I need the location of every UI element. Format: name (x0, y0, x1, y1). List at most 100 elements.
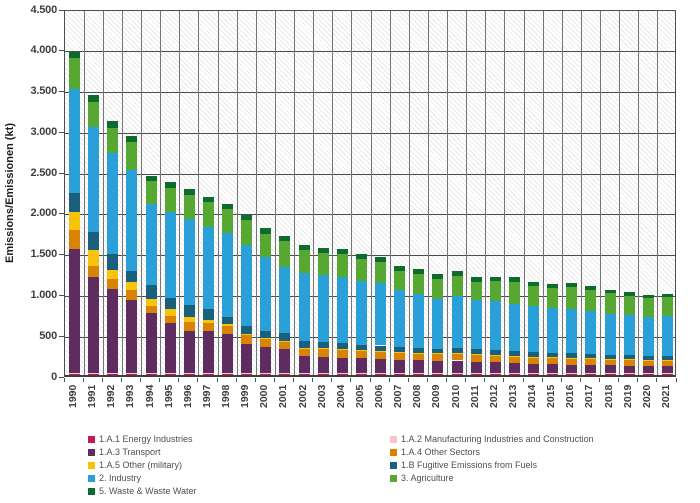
bar-segment (413, 352, 425, 361)
bar-segment (566, 357, 578, 365)
bar-segment (69, 372, 81, 374)
bar-segment (623, 315, 635, 356)
bar-segment (222, 334, 234, 373)
bar-segment (547, 373, 559, 375)
bar-segment (432, 298, 444, 349)
bar-segment (355, 350, 367, 359)
bar-segment (88, 265, 100, 278)
bar-segment (183, 330, 195, 373)
gridline-h (65, 51, 675, 53)
gridline-v (141, 11, 142, 375)
bar-segment (107, 121, 119, 128)
bar-segment (394, 359, 406, 373)
bar-segment (355, 373, 367, 375)
x-tick-mark (503, 378, 505, 382)
y-axis-title: Emissions/Emissionen (kt) (4, 123, 16, 264)
bar-segment (241, 215, 253, 221)
bar-segment (222, 373, 234, 375)
gridline-v (102, 11, 104, 375)
bar-segment (69, 212, 81, 231)
bar-segment (489, 349, 501, 355)
x-tick-mark (140, 378, 141, 382)
bar-segment (451, 352, 463, 361)
x-tick-mark (541, 378, 543, 382)
bar-segment (88, 95, 100, 102)
bar-segment (432, 373, 444, 375)
bar-segment (547, 373, 559, 374)
bar-segment (145, 306, 157, 313)
bar-segment (336, 349, 348, 358)
x-tick-label: 2005 (353, 384, 366, 408)
gridline-v (542, 11, 544, 375)
bar-segment (489, 280, 501, 301)
bar-segment (241, 372, 253, 374)
gridline-v (408, 11, 410, 375)
gridline-v (83, 11, 85, 375)
bar-segment (298, 373, 310, 375)
bar-segment (355, 372, 367, 374)
gridline-v (657, 11, 659, 375)
x-tick-mark (656, 378, 658, 382)
bar-segment (202, 196, 214, 202)
bar-segment (375, 372, 387, 374)
x-tick-label: 2003 (315, 384, 328, 408)
plot-area (64, 10, 676, 377)
legend-label: 1.A.4 Other Sectors (401, 447, 481, 457)
bar-segment (279, 349, 291, 373)
bar-segment (623, 292, 635, 296)
bar-segment (623, 355, 635, 360)
bar-segment (279, 267, 291, 334)
x-tick-mark (312, 378, 314, 382)
bar-segment (126, 282, 138, 290)
bar-segment (317, 356, 329, 373)
x-tick-label: 1993 (124, 384, 137, 408)
bar-segment (604, 358, 616, 366)
legend-swatch (88, 488, 95, 495)
bar-segment (279, 235, 291, 242)
bar-segment (451, 360, 463, 373)
gridline-h (65, 255, 675, 257)
x-tick-mark (235, 378, 237, 382)
bar-segment (508, 373, 520, 375)
bar-segment (126, 142, 138, 170)
x-tick-label: 2011 (468, 385, 481, 408)
x-tick-mark (216, 378, 218, 382)
x-tick-mark (178, 378, 180, 382)
bar-segment (317, 248, 329, 254)
legend-item: 5. Waste & Waste Water (88, 485, 197, 498)
bar-segment (528, 352, 540, 357)
bar-segment (355, 253, 367, 260)
bar-segment (241, 220, 253, 246)
bar-segment (623, 373, 635, 374)
legend-item: 1.A.1 Energy Industries (88, 433, 197, 446)
bar-segment (145, 181, 157, 204)
gridline-v (485, 11, 487, 375)
x-tick-mark (579, 378, 581, 382)
legend-column-right: 1.A.2 Manufacturing Industries and Const… (390, 433, 594, 485)
bar-segment (145, 373, 157, 375)
bar-segment (489, 300, 501, 350)
legend-label: 3. Agriculture (401, 473, 454, 483)
bar-segment (260, 256, 272, 331)
bar-segment (202, 308, 214, 321)
bar-segment (183, 322, 195, 331)
bar-segment (164, 373, 176, 375)
gridline-v (523, 11, 525, 375)
bar-segment (183, 317, 195, 323)
legend-item: 2. Industry (88, 472, 197, 485)
bar-segment (432, 372, 444, 374)
legend-item: 1.A.3 Transport (88, 446, 197, 459)
bar-segment (642, 366, 654, 374)
y-tick-mark (59, 335, 64, 337)
bar-segment (604, 313, 616, 355)
x-tick-label: 1996 (181, 384, 194, 408)
x-tick-mark (293, 378, 294, 382)
bar-segment (528, 363, 540, 374)
bar-segment (623, 365, 635, 374)
x-tick-label: 2010 (449, 384, 462, 408)
bar-segment (470, 349, 482, 354)
bar-segment (202, 201, 214, 227)
bar-segment (164, 308, 176, 316)
legend-item: 1.A.2 Manufacturing Industries and Const… (390, 433, 594, 446)
x-tick-label: 2000 (258, 384, 271, 408)
